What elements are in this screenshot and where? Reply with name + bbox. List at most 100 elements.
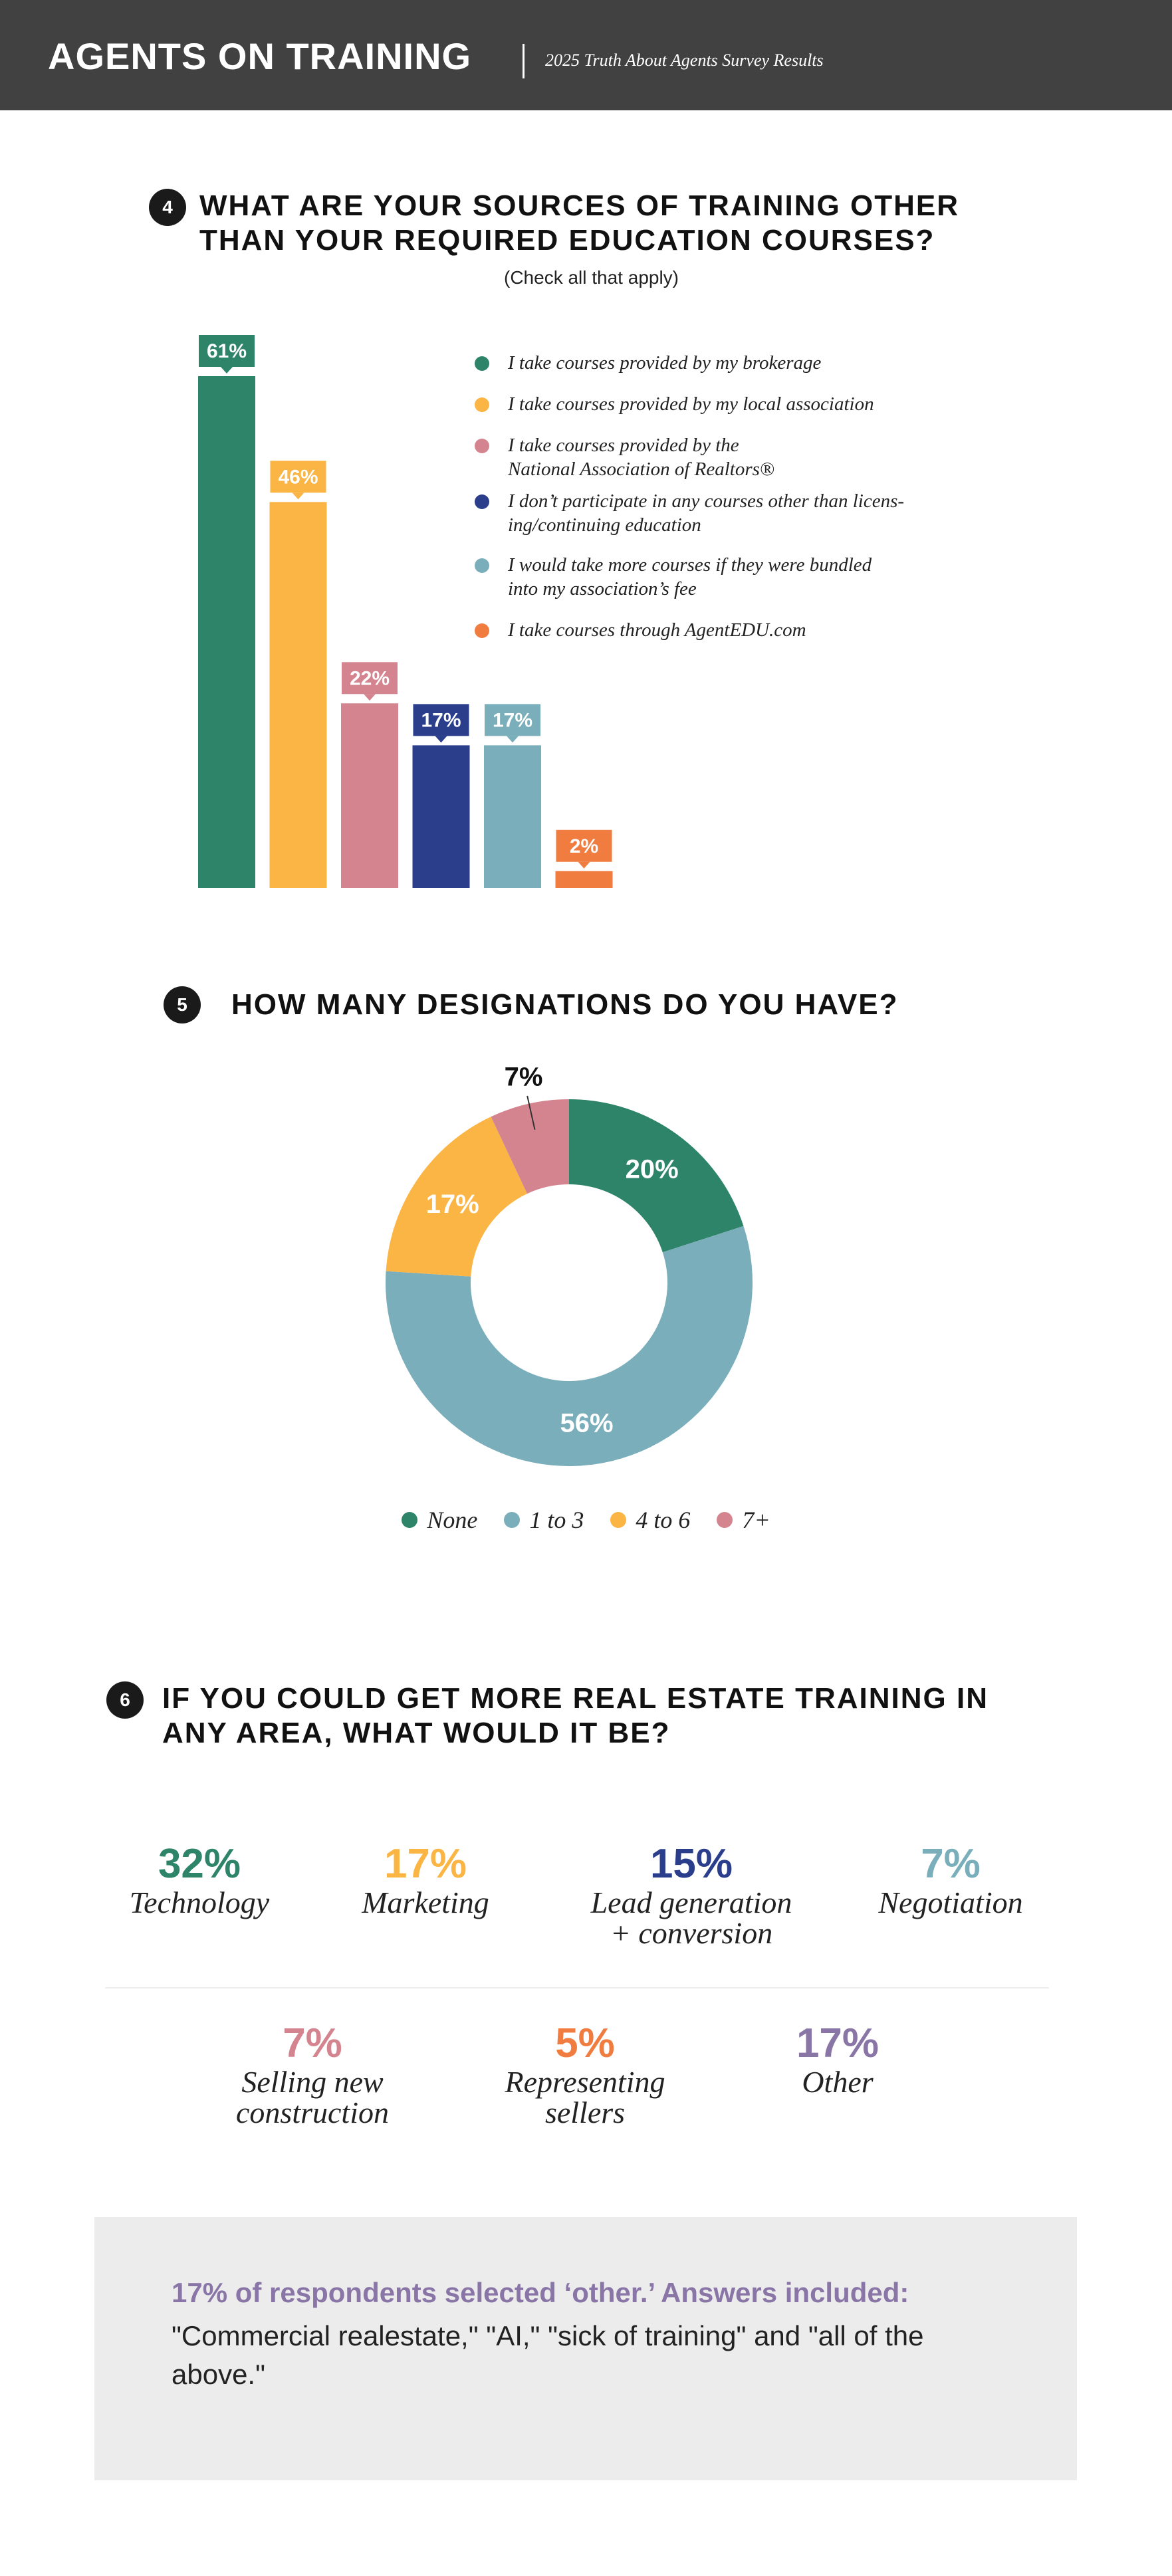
legend-dot bbox=[475, 356, 489, 371]
bar-label-pointer bbox=[364, 694, 376, 701]
bar-label-tag bbox=[199, 335, 255, 367]
legend-label: None bbox=[427, 1507, 478, 1533]
stat-technology: 32% Technology bbox=[93, 1841, 306, 1918]
bar-value-label: 46% bbox=[278, 466, 318, 488]
bar-value-label: 22% bbox=[350, 667, 390, 689]
question-5-title: HOW MANY DESIGNATIONS DO YOU HAVE? bbox=[231, 988, 899, 1021]
bar-1 bbox=[269, 502, 327, 888]
donut-value-label: 20% bbox=[626, 1154, 679, 1184]
training-sources-bar-chart: 61% 46% 22% 17% 17% 2% bbox=[198, 335, 613, 888]
bar-label-pointer bbox=[435, 736, 447, 743]
header-subtitle: 2025 Truth About Agents Survey Results bbox=[545, 51, 824, 70]
question-6-title-line1: IF YOU COULD GET MORE REAL ESTATE TRAINI… bbox=[162, 1682, 989, 1715]
legend-label: I would take more courses if they were b… bbox=[508, 554, 872, 599]
donut-value-label: 17% bbox=[426, 1190, 479, 1219]
stat-label: Lead generation bbox=[590, 1885, 792, 1919]
stat-representing-sellers: 5% Representing sellers bbox=[479, 2020, 691, 2128]
stat-pct: 17% bbox=[384, 1841, 467, 1887]
question-4-note: (Check all that apply) bbox=[504, 267, 679, 288]
stat-selling-new-construction: 7% Selling new construction bbox=[206, 2020, 419, 2128]
legend-dot bbox=[475, 439, 489, 453]
bar-5 bbox=[555, 871, 613, 888]
donut-leader-line bbox=[527, 1095, 536, 1130]
bar-label-pointer bbox=[292, 492, 304, 500]
question-5-badge: 5 bbox=[164, 986, 201, 1023]
bar-value-label: 17% bbox=[493, 709, 532, 731]
other-responses-box: 17% of respondents selected ‘other.’ Ans… bbox=[94, 2217, 1077, 2480]
legend-dot bbox=[475, 558, 489, 573]
stat-negotiation: 7% Negotiation bbox=[844, 1841, 1057, 1918]
header-title: AGENTS ON TRAINING bbox=[48, 35, 472, 77]
stat-pct: 7% bbox=[921, 1841, 981, 1887]
other-responses-heading: 17% of respondents selected ‘other.’ Ans… bbox=[172, 2277, 909, 2308]
question-4-badge: 4 bbox=[149, 189, 186, 226]
bar-label-pointer bbox=[221, 367, 233, 374]
designations-legend: None 1 to 3 4 to 6 7+ bbox=[0, 1506, 1172, 1534]
stat-label-line2: construction bbox=[236, 2095, 389, 2129]
legend-item: I take courses provided by my brokerage bbox=[475, 351, 987, 375]
bar-value-label: 17% bbox=[421, 709, 461, 731]
bar-label-tag bbox=[270, 461, 326, 493]
question-6-badge: 6 bbox=[106, 1681, 144, 1719]
legend-item: I don’t participate in any courses other… bbox=[475, 489, 987, 537]
header-divider bbox=[523, 44, 525, 78]
stat-label: Selling new bbox=[241, 2065, 384, 2099]
stat-pct: 17% bbox=[796, 2020, 879, 2066]
legend-item: None bbox=[402, 1506, 477, 1534]
stat-pct: 5% bbox=[555, 2020, 615, 2066]
legend-label: 4 to 6 bbox=[636, 1507, 691, 1533]
other-responses-text: "Commercial realestate," "AI," "sick of … bbox=[172, 2320, 924, 2390]
question-4-title-line2: THAN YOUR REQUIRED EDUCATION COURSES? bbox=[199, 224, 935, 257]
legend-dot bbox=[610, 1512, 627, 1528]
legend-dot bbox=[402, 1512, 418, 1528]
bar-label-pointer bbox=[578, 861, 590, 869]
bar-2 bbox=[341, 703, 398, 888]
bar-3 bbox=[412, 745, 470, 888]
stat-lead-generation: 15% Lead generation + conversion bbox=[552, 1841, 831, 1949]
legend-item: 4 to 6 bbox=[610, 1506, 690, 1534]
legend-item: 1 to 3 bbox=[504, 1506, 584, 1534]
stat-label: Negotiation bbox=[878, 1885, 1023, 1919]
bar-label-pointer bbox=[507, 736, 519, 743]
stat-label-line2: sellers bbox=[544, 2095, 626, 2129]
stat-label: Technology bbox=[129, 1885, 270, 1919]
stat-label: Other bbox=[802, 2065, 874, 2099]
legend-label: I take courses provided by my local asso… bbox=[508, 393, 874, 415]
bar-0 bbox=[198, 376, 255, 888]
legend-dot bbox=[475, 397, 489, 412]
legend-item: I take courses provided by the National A… bbox=[475, 433, 987, 481]
legend-label: I take courses through AgentEDU.com bbox=[508, 619, 806, 641]
bar-label-tag bbox=[342, 662, 398, 695]
stat-other: 17% Other bbox=[731, 2020, 944, 2097]
legend-label: I don’t participate in any courses other… bbox=[508, 490, 905, 536]
bar-value-label: 2% bbox=[570, 835, 598, 857]
legend-item: I take courses through AgentEDU.com bbox=[475, 618, 987, 642]
page-header: AGENTS ON TRAINING 2025 Truth About Agen… bbox=[0, 0, 1172, 110]
donut-value-label: 7% bbox=[505, 1063, 543, 1092]
stat-label: Marketing bbox=[362, 1885, 489, 1919]
bar-4 bbox=[484, 745, 541, 888]
stat-pct: 32% bbox=[158, 1841, 241, 1887]
legend-label: I take courses provided by the National A… bbox=[508, 435, 774, 480]
designations-donut-chart: 20% 56% 17% 7% bbox=[385, 1063, 753, 1466]
bar-label-tag bbox=[413, 704, 469, 736]
question-6-title-line2: ANY AREA, WHAT WOULD IT BE? bbox=[162, 1717, 671, 1749]
legend-dot bbox=[475, 623, 489, 638]
legend-dot bbox=[504, 1512, 521, 1528]
question-4-title-line1: WHAT ARE YOUR SOURCES OF TRAINING OTHER bbox=[199, 189, 959, 222]
legend-item: I take courses provided by my local asso… bbox=[475, 392, 987, 416]
stat-pct: 15% bbox=[649, 1841, 733, 1887]
donut-slice-3 bbox=[491, 1099, 569, 1194]
bar-label-tag bbox=[556, 829, 612, 862]
legend-dot bbox=[717, 1512, 733, 1528]
stat-marketing: 17% Marketing bbox=[319, 1841, 532, 1918]
legend-label: I take courses provided by my brokerage bbox=[508, 352, 822, 374]
stats-divider bbox=[105, 1987, 1049, 1988]
stat-label: Representing bbox=[505, 2065, 665, 2099]
bar-label-tag bbox=[485, 704, 540, 736]
question-4-title: WHAT ARE YOUR SOURCES OF TRAINING OTHER … bbox=[199, 189, 959, 258]
stat-pct: 7% bbox=[283, 2020, 342, 2066]
legend-item: 7+ bbox=[717, 1506, 770, 1534]
legend-label: 7+ bbox=[742, 1507, 770, 1533]
donut-slice-2 bbox=[386, 1117, 527, 1277]
